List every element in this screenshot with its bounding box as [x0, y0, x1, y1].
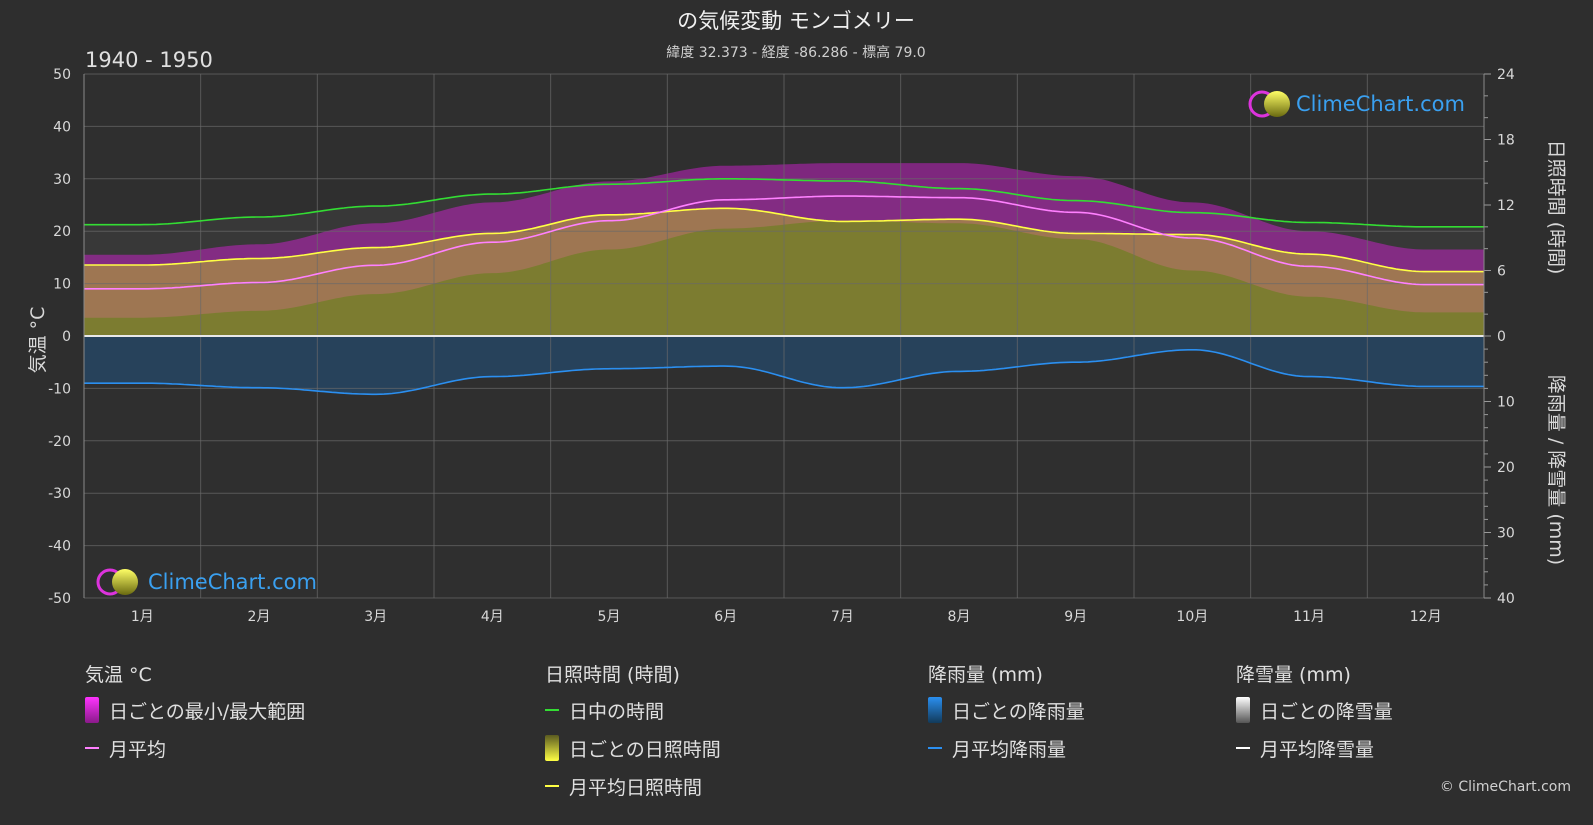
legend-item: 月平均降雨量 [928, 736, 1085, 761]
y-right-bottom-tick-label: 10 [1497, 395, 1515, 411]
logo-sun-icon [112, 569, 138, 595]
brand-logo-bottom[interactable]: ClimeChart.com [96, 568, 317, 596]
grid-lines [83, 73, 1485, 599]
y-left-tick-label: 40 [53, 119, 71, 135]
y-left-tick-label: 0 [62, 329, 71, 345]
x-tick-label: 12月 [1410, 609, 1442, 625]
y-axis-right-top-label: 日照時間 (時間) [1545, 140, 1567, 275]
y-right-bottom-tick-label: 20 [1497, 460, 1515, 476]
legend-item-label: 月平均降雨量 [952, 738, 1067, 761]
x-tick-label: 4月 [481, 609, 504, 625]
y-left-tick-label: 30 [53, 172, 71, 188]
legend-item-label: 日ごとの降雨量 [952, 700, 1085, 723]
y-right-top-tick-label: 6 [1497, 264, 1506, 280]
y-left-tick-label: -30 [48, 486, 71, 502]
x-tick-label: 6月 [714, 609, 737, 625]
x-tick-label: 8月 [948, 609, 971, 625]
axes: 50 40 30 20 10 0 -10 -20 -30 -40 -50 24 18 12 6 0 10 20 30… [48, 67, 1515, 625]
legend-item-label: 日ごとの降雪量 [1260, 700, 1393, 723]
rain-mean-swatch [928, 747, 942, 749]
temp-range-swatch [85, 697, 99, 723]
legend-item-label: 月平均日照時間 [569, 776, 703, 799]
daylight-line [84, 178, 1484, 228]
legend-item-label: 月平均降雪量 [1260, 738, 1375, 761]
y-right-top-tick-label: 12 [1497, 198, 1515, 214]
legend-item: 日ごとの降雪量 [1236, 697, 1393, 723]
period-label: 1940 - 1950 [85, 48, 213, 72]
temp-mean-swatch [85, 747, 99, 749]
legend-snow: 降雪量 (mm) 日ごとの降雪量 月平均降雪量 [1236, 660, 1393, 774]
sunshine-swatch [545, 735, 559, 761]
x-tick-label: 11月 [1293, 609, 1325, 625]
series-lines [84, 178, 1484, 396]
x-tick-label: 2月 [248, 609, 271, 625]
legend-item: 月平均降雪量 [1236, 736, 1393, 761]
snow-swatch [1236, 697, 1250, 723]
legend-item-label: 日ごとの日照時間 [569, 738, 721, 761]
daylight-swatch [545, 709, 559, 711]
sunshine-mean-line [84, 207, 1484, 273]
legend-sun: 日照時間 (時間) 日中の時間 日ごとの日照時間 月平均日照時間 [545, 660, 721, 812]
legend-item: 月平均 [85, 736, 305, 761]
y-axis-left-label: 気温 °C [27, 307, 49, 374]
legend-item: 日ごとの日照時間 [545, 735, 721, 761]
legend-item: 日ごとの最小/最大範囲 [85, 697, 306, 723]
y-right-top-tick-label: 0 [1497, 329, 1506, 345]
legend-temp-title: 気温 °C [85, 664, 152, 686]
snow-mean-swatch [1236, 747, 1250, 749]
legend-rain-title: 降雨量 (mm) [928, 664, 1043, 686]
legend-temp: 気温 °C 日ごとの最小/最大範囲 月平均 [85, 660, 305, 774]
legend-item: 月平均日照時間 [545, 774, 721, 799]
legend-item-label: 月平均 [109, 738, 167, 761]
y-left-tick-label: -50 [48, 591, 71, 607]
sunshine-mean-swatch [545, 785, 559, 787]
y-left-tick-label: 20 [53, 224, 71, 240]
temp-mean-line [84, 195, 1484, 290]
x-tick-label: 9月 [1064, 609, 1087, 625]
y-axis-right-bottom-label: 降雨量 / 降雪量 (mm) [1545, 375, 1567, 565]
chart-title: の気候変動 モンゴメリー [677, 9, 915, 33]
brand-text-top: ClimeChart.com [1296, 92, 1465, 116]
x-tick-label: 5月 [598, 609, 621, 625]
y-left-tick-label: -20 [48, 434, 71, 450]
brand-text-bottom: ClimeChart.com [148, 570, 317, 594]
y-right-top-tick-label: 24 [1497, 67, 1515, 83]
climate-chart: の気候変動 モンゴメリー 緯度 32.373 - 経度 -86.286 - 標高… [27, 9, 1567, 625]
y-left-tick-label: -10 [48, 381, 71, 397]
chart-subtitle: 緯度 32.373 - 経度 -86.286 - 標高 79.0 [666, 44, 925, 61]
brand-logo-top[interactable]: ClimeChart.com [1248, 90, 1465, 118]
legend-item-label: 日ごとの最小/最大範囲 [109, 700, 306, 723]
y-left-tick-label: 50 [53, 67, 71, 83]
legend-rain: 降雨量 (mm) 日ごとの降雨量 月平均降雨量 [928, 660, 1085, 774]
logo-sun-icon [1264, 91, 1290, 117]
legend-sun-title: 日照時間 (時間) [545, 664, 680, 686]
legend-item: 日ごとの降雨量 [928, 697, 1085, 723]
rain-mean-line [84, 349, 1484, 396]
y-right-bottom-tick-label: 30 [1497, 526, 1515, 542]
y-right-top-tick-label: 18 [1497, 133, 1515, 149]
x-tick-label: 10月 [1176, 609, 1208, 625]
legend-item-label: 日中の時間 [569, 700, 665, 723]
x-tick-label: 3月 [364, 609, 387, 625]
rain-swatch [928, 697, 942, 723]
copyright: © ClimeChart.com [1439, 779, 1571, 795]
legend-item: 日中の時間 [545, 698, 721, 723]
legend-snow-title: 降雪量 (mm) [1236, 664, 1351, 686]
y-left-tick-label: 10 [53, 277, 71, 293]
x-tick-label: 1月 [131, 609, 154, 625]
y-right-bottom-tick-label: 40 [1497, 591, 1515, 607]
y-left-tick-label: -40 [48, 539, 71, 555]
x-tick-label: 7月 [831, 609, 854, 625]
